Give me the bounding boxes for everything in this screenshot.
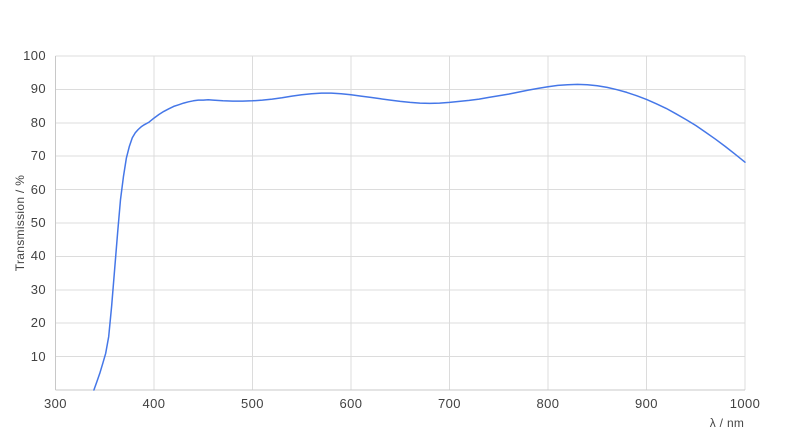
y-tick-label: 10 [30, 348, 46, 364]
y-tick-label: 100 [23, 48, 46, 63]
y-tick-label: 80 [30, 114, 46, 130]
y-tick-label: 60 [30, 181, 46, 197]
x-tick-label: 900 [635, 396, 658, 411]
x-tick-label: 700 [438, 396, 461, 411]
y-tick-label: 50 [30, 215, 46, 230]
x-tick-label: 500 [241, 396, 264, 411]
y-tick-label: 40 [30, 248, 46, 264]
series-line-transmission [93, 83, 746, 391]
y-tick-label: 70 [30, 148, 46, 164]
x-tick-label: 1000 [729, 396, 761, 411]
x-axis-title: λ / nm [709, 416, 745, 430]
x-tick-label: 300 [44, 396, 67, 411]
y-tick-label: 30 [30, 281, 46, 297]
y-tick-label: 90 [30, 81, 46, 97]
x-tick-label: 800 [536, 396, 560, 411]
x-tick-label: 400 [142, 396, 166, 411]
y-tick-label: 20 [30, 315, 46, 331]
x-tick-label: 600 [339, 396, 363, 411]
